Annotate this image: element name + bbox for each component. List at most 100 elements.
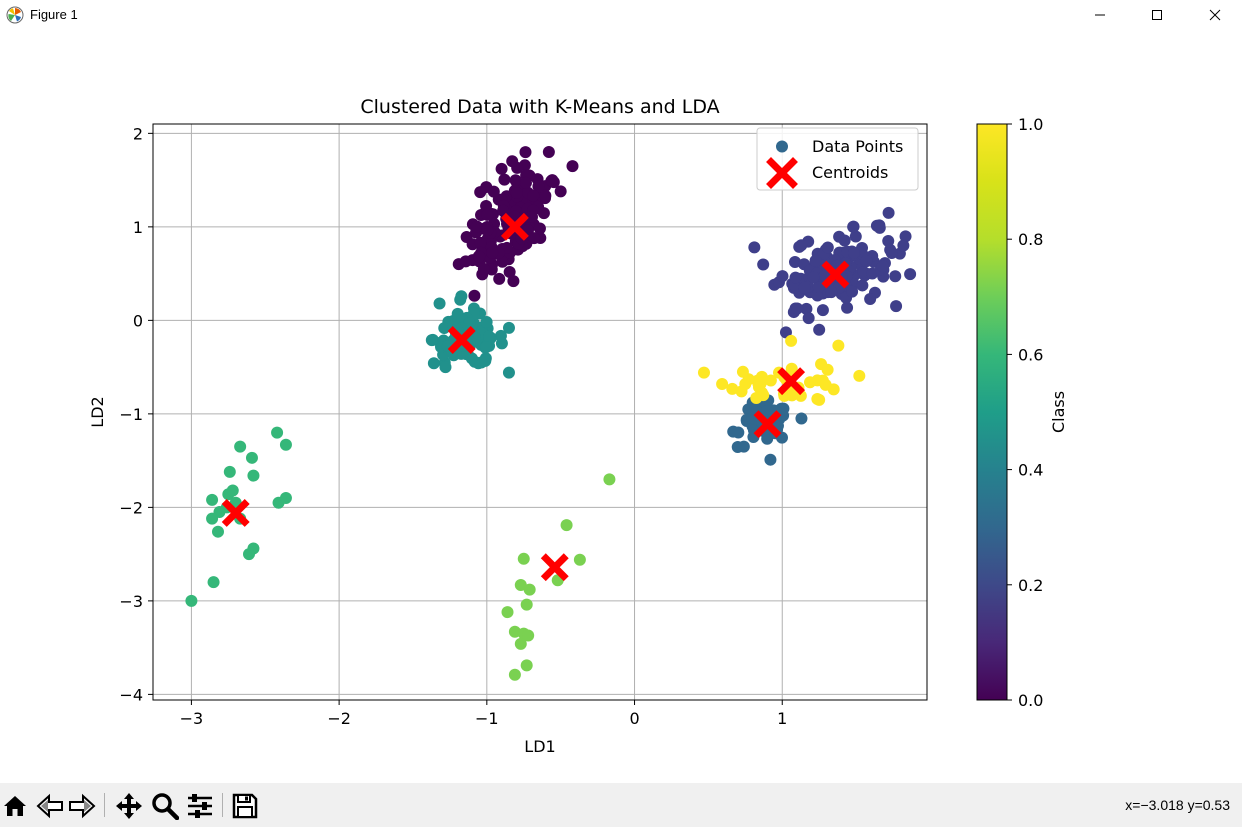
data-point [546, 174, 559, 187]
legend-label-data-points: Data Points [812, 137, 903, 156]
data-point [223, 465, 236, 478]
data-point [807, 271, 820, 284]
data-point [486, 246, 499, 259]
data-point [481, 224, 494, 237]
figure-canvas[interactable]: −3 −2 −1 0 1 −4 −3 −2 −1 0 1 2 Clustered Data with … [0, 30, 1242, 783]
colorbar [976, 123, 1008, 701]
zoom-button[interactable] [150, 791, 180, 821]
close-button[interactable] [1186, 0, 1242, 30]
data-point [798, 281, 811, 294]
data-point [480, 199, 493, 212]
data-point [454, 293, 467, 306]
data-point [904, 268, 917, 281]
data-point [755, 386, 768, 399]
data-point [279, 492, 292, 505]
pan-button[interactable] [114, 791, 144, 821]
data-point [813, 393, 826, 406]
legend-marker-data-points [776, 140, 788, 153]
data-point [439, 361, 452, 374]
data-point [507, 275, 520, 288]
data-point [245, 451, 258, 464]
data-point [509, 174, 522, 187]
colorbar-ticks: 0.0 0.2 0.4 0.6 0.8 1.0 [1007, 115, 1043, 710]
data-point [226, 484, 239, 497]
data-point [760, 405, 773, 418]
data-point [764, 453, 777, 466]
data-point [804, 376, 817, 389]
data-point [785, 334, 798, 347]
forward-icon [69, 793, 96, 819]
colorbar-tick-label: 1.0 [1018, 115, 1043, 134]
data-point [890, 300, 903, 313]
data-point [726, 382, 739, 395]
configure-subplots-icon [188, 794, 212, 818]
maximize-button[interactable] [1128, 0, 1186, 30]
data-point [514, 637, 527, 650]
legend-marker-centroids [766, 157, 798, 189]
data-point [849, 230, 862, 243]
data-point [494, 329, 507, 342]
data-point [483, 330, 496, 343]
x-tick-label: 1 [777, 709, 787, 728]
data-point [525, 210, 538, 223]
data-point [501, 606, 514, 619]
data-point [739, 377, 752, 390]
data-point [566, 160, 579, 173]
data-point [480, 340, 493, 353]
data-point [502, 321, 515, 334]
centroid-marker [753, 410, 782, 439]
data-point [514, 578, 527, 591]
home-button[interactable] [0, 791, 30, 821]
y-tick-label: 1 [133, 218, 143, 237]
axis-ticks: −3 −2 −1 0 1 −4 −3 −2 −1 0 1 2 [119, 124, 787, 728]
data-point [882, 206, 895, 219]
data-point [819, 378, 832, 391]
data-point [816, 304, 829, 317]
close-icon [1209, 9, 1221, 21]
data-point [802, 312, 815, 325]
back-button[interactable] [35, 791, 65, 821]
configure-subplots-button[interactable] [185, 791, 215, 821]
data-point [794, 389, 807, 402]
save-button[interactable] [230, 791, 260, 821]
x-tick-label: −2 [327, 709, 351, 728]
data-point [788, 255, 801, 268]
data-point [522, 629, 535, 642]
data-point [882, 234, 895, 247]
data-point [813, 323, 826, 336]
data-point [481, 208, 494, 221]
colorbar-tick-label: 0.8 [1018, 230, 1043, 249]
data-point [821, 363, 834, 376]
data-point [532, 180, 545, 193]
data-point [795, 412, 808, 425]
minimize-button[interactable] [1071, 0, 1129, 30]
data-point [234, 440, 247, 453]
data-point [477, 262, 490, 275]
data-point [542, 146, 555, 159]
y-tick-label: −3 [119, 592, 143, 611]
data-point [495, 162, 508, 175]
data-point [539, 189, 552, 202]
save-icon [232, 793, 258, 819]
forward-button[interactable] [67, 791, 97, 821]
data-point [433, 297, 446, 310]
cursor-coordinates: x=−3.018 y=0.53 [1125, 797, 1230, 813]
data-point [847, 220, 860, 233]
data-point [764, 374, 777, 387]
data-point [795, 239, 808, 252]
data-point [247, 469, 260, 482]
centroid-marker [821, 260, 850, 289]
legend: Data Points Centroids [756, 127, 919, 191]
data-point [856, 279, 869, 292]
navigation-toolbar: x=−3.018 y=0.53 [0, 783, 1242, 827]
data-point [523, 583, 536, 596]
data-point [474, 236, 487, 249]
data-point [425, 334, 438, 347]
data-point [812, 281, 825, 294]
data-point [873, 221, 886, 234]
data-point [211, 525, 224, 538]
data-point [776, 270, 789, 283]
data-point [493, 272, 506, 285]
data-point [809, 254, 822, 267]
data-point [474, 186, 487, 199]
